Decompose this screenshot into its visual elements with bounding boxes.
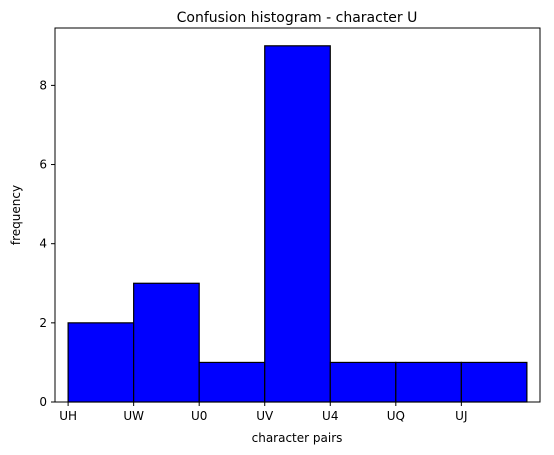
y-tick-label: 8 — [39, 78, 47, 92]
y-tick-label: 0 — [39, 395, 47, 409]
y-axis-label: frequency — [9, 185, 23, 245]
histogram-bar-3 — [264, 45, 331, 403]
histogram-bar-4 — [329, 361, 397, 403]
histogram-bar-1 — [133, 282, 200, 403]
x-tick-label: U4 — [322, 409, 338, 423]
y-axis-ticks: 0 2 4 6 8 — [39, 78, 55, 409]
bars-layer — [67, 45, 528, 403]
plot-frame — [54, 27, 541, 403]
y-tick-label: 2 — [39, 316, 47, 330]
histogram-bar-2 — [198, 361, 266, 403]
histogram-bar-0 — [67, 322, 135, 403]
y-tick-label: 6 — [39, 158, 47, 172]
x-tick-label: UQ — [387, 409, 405, 423]
chart-title: Confusion histogram - character U — [177, 10, 418, 26]
x-tick-label: U0 — [191, 409, 207, 423]
x-axis-ticks: UH UW U0 UV U4 UQ UJ — [59, 402, 468, 423]
x-tick-label: UW — [123, 409, 144, 423]
x-tick-label: UV — [256, 409, 274, 423]
histogram-bar-6 — [460, 361, 528, 403]
x-tick-label: UJ — [455, 409, 467, 423]
y-tick-label: 4 — [39, 237, 47, 251]
x-tick-label: UH — [59, 409, 77, 423]
x-axis-label: character pairs — [252, 431, 343, 445]
histogram-bar-5 — [395, 361, 462, 403]
